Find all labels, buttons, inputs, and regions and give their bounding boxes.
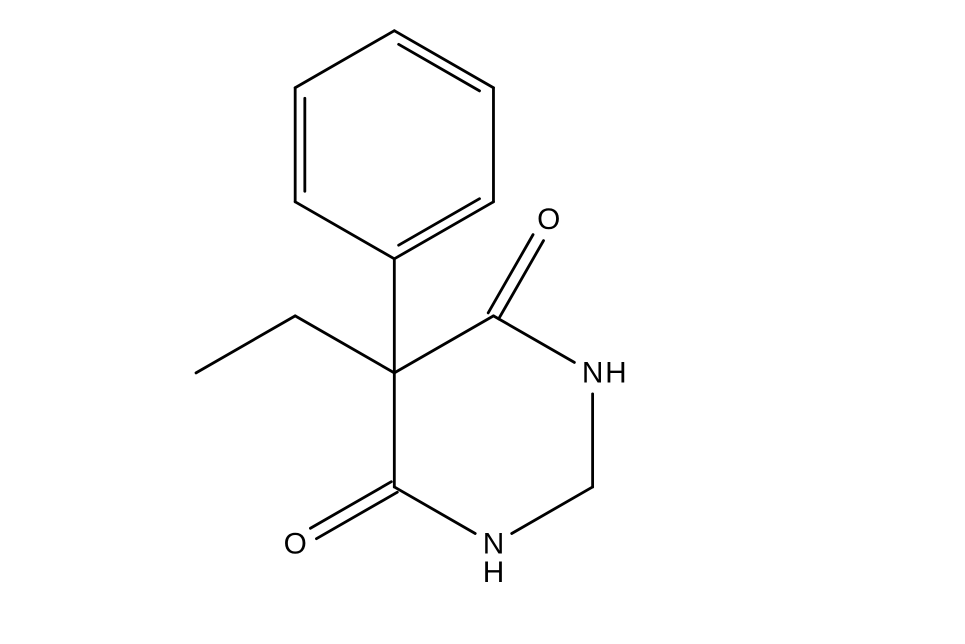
bond: [394, 31, 493, 88]
atom-label-N5: NH: [483, 527, 505, 588]
bond: [493, 316, 574, 363]
bond: [310, 482, 391, 529]
bond: [394, 202, 493, 259]
svg-text:H: H: [605, 356, 627, 389]
bond: [295, 202, 394, 259]
atom-label-O8: O: [284, 527, 307, 560]
bond: [316, 492, 397, 539]
atom-label-O7: O: [537, 203, 560, 236]
bond: [295, 31, 394, 88]
bond: [196, 316, 295, 373]
bond: [499, 241, 544, 319]
bond: [488, 235, 533, 313]
svg-text:N: N: [582, 356, 604, 389]
bond: [512, 487, 593, 534]
svg-text:O: O: [284, 527, 307, 560]
bond: [394, 316, 493, 373]
bond: [399, 199, 480, 246]
svg-text:H: H: [483, 556, 505, 589]
bond: [394, 487, 475, 534]
molecule-diagram: NHNHOO: [0, 0, 965, 644]
svg-text:O: O: [537, 203, 560, 236]
atom-label-N3: NH: [582, 356, 627, 389]
bond: [295, 316, 394, 373]
bond: [399, 44, 480, 91]
